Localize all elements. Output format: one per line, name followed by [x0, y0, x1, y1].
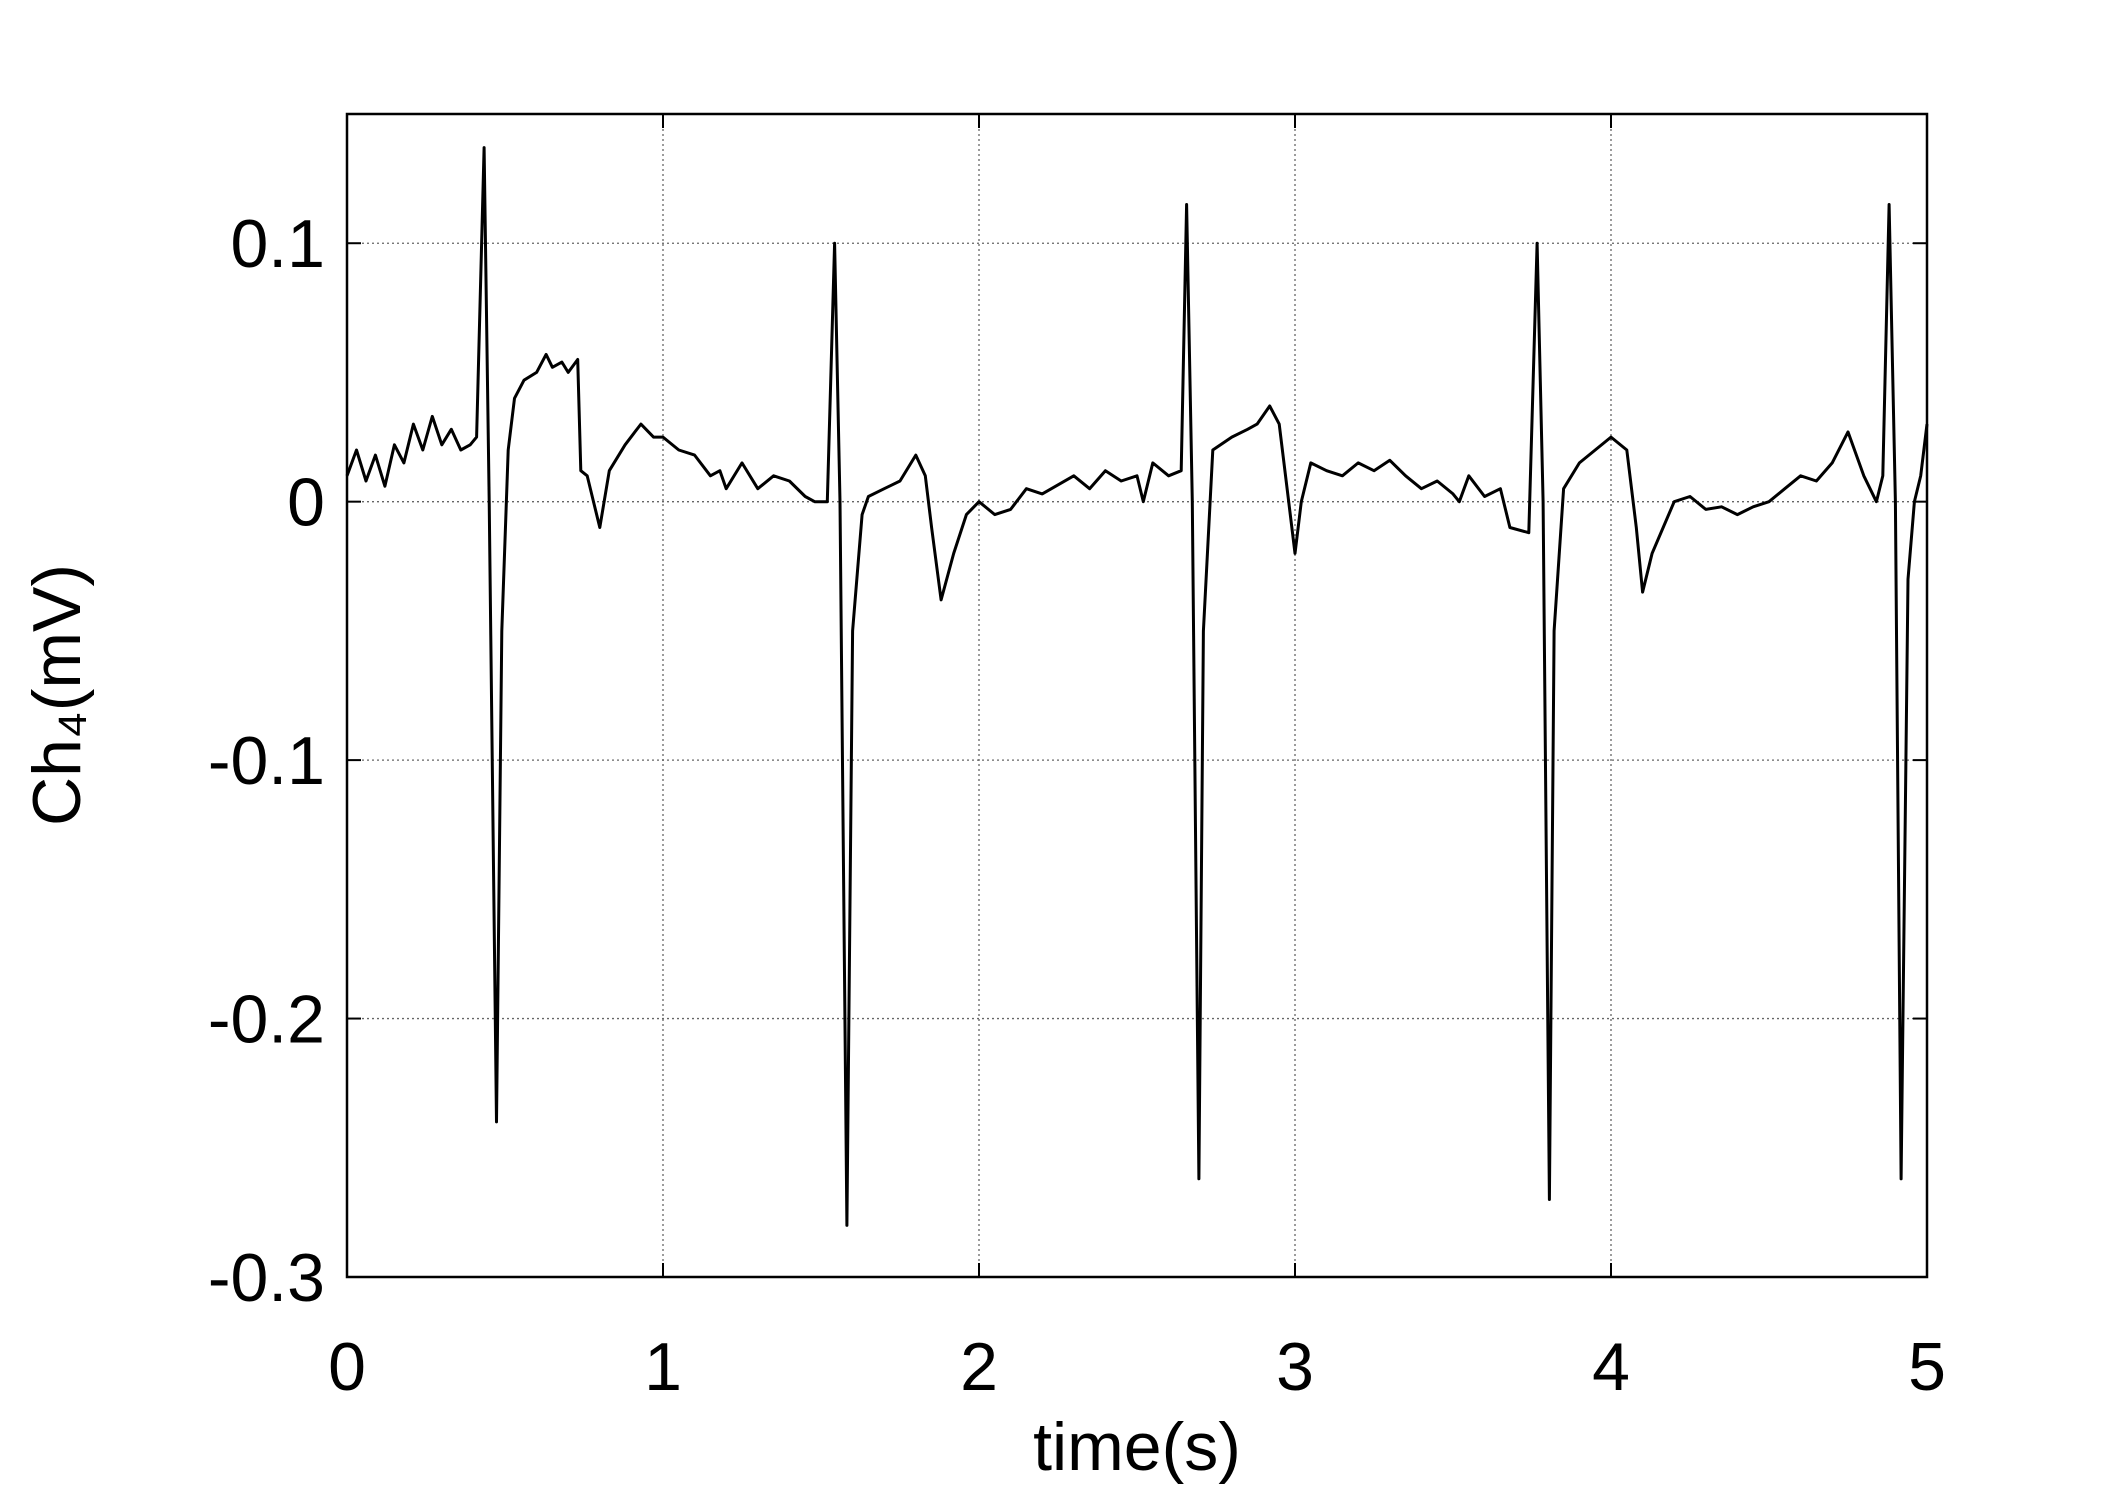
y-tick-label: 0.1 [230, 206, 325, 282]
x-axis-label: time(s) [1033, 1409, 1241, 1485]
y-tick-label: -0.2 [208, 982, 325, 1058]
y-tick-label: -0.1 [208, 723, 325, 799]
y-tick-label: 0 [287, 465, 325, 541]
signal-line [345, 146, 1929, 1227]
x-tick-label: 2 [960, 1329, 998, 1405]
x-tick-label: 0 [328, 1329, 366, 1405]
plot-frame [345, 112, 1929, 1279]
x-tick-label: 4 [1592, 1329, 1630, 1405]
x-tick-label: 3 [1276, 1329, 1314, 1405]
y-tick-label: -0.3 [208, 1240, 325, 1316]
y-axis-label: Ch₄(mV) [19, 564, 95, 826]
x-tick-label: 1 [644, 1329, 682, 1405]
x-tick-label: 5 [1908, 1329, 1946, 1405]
